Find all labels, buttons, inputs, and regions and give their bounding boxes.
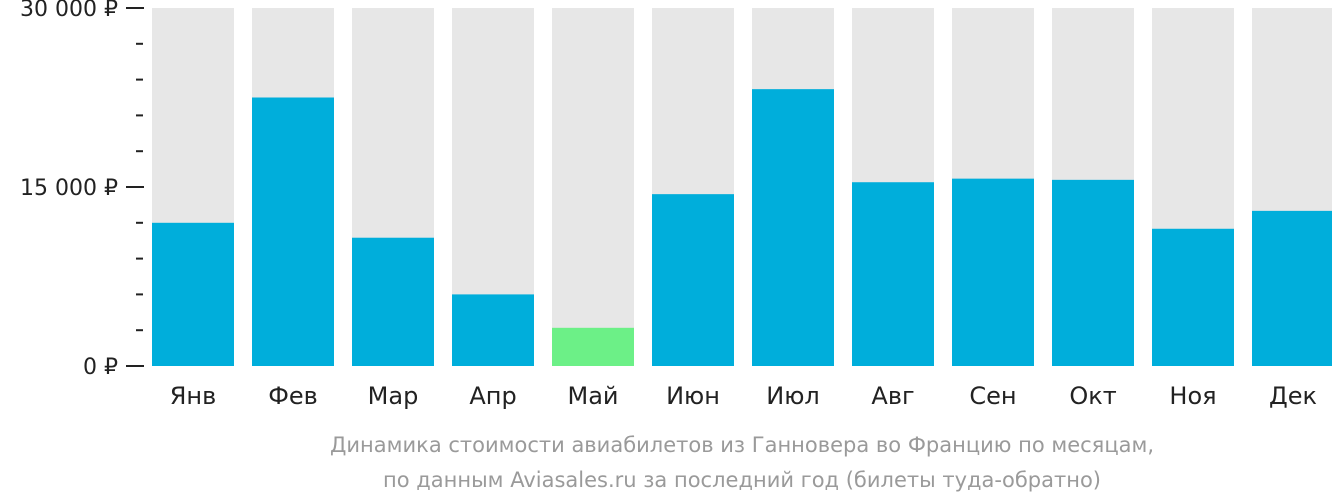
chart-caption-line-1: Динамика стоимости авиабилетов из Ганнов… xyxy=(330,433,1154,457)
x-tick-label: Мар xyxy=(368,382,419,410)
x-tick-label: Дек xyxy=(1269,382,1317,410)
bar-track xyxy=(552,8,634,366)
chart-caption-line-2: по данным Aviasales.ru за последний год … xyxy=(383,468,1101,492)
bar xyxy=(252,97,334,366)
x-tick-label: Авг xyxy=(871,382,914,410)
bar xyxy=(352,237,434,366)
bar xyxy=(1052,179,1134,366)
x-tick-label: Май xyxy=(567,382,618,410)
x-tick-label: Апр xyxy=(469,382,516,410)
x-tick-label: Окт xyxy=(1069,382,1116,410)
bar xyxy=(552,327,634,366)
x-tick-label: Ноя xyxy=(1169,382,1216,410)
x-tick-label: Июн xyxy=(666,382,720,410)
x-tick-label: Фев xyxy=(268,382,318,410)
bar xyxy=(152,222,234,366)
y-tick-label: 0 ₽ xyxy=(83,355,118,380)
bars xyxy=(152,89,1332,366)
x-tick-label: Сен xyxy=(969,382,1016,410)
bar-chart: 0 ₽ 15 000 ₽ 30 000 ₽ Янв Фев Мар Апр Май Июн Ию… xyxy=(20,0,1332,410)
bar xyxy=(452,294,534,366)
bar xyxy=(1152,228,1234,366)
bar xyxy=(652,194,734,366)
x-axis-labels: Янв Фев Мар Апр Май Июн Июл Авг Сен Окт Ноя Дек xyxy=(170,382,1317,410)
bar xyxy=(852,182,934,366)
bar xyxy=(752,89,834,366)
bar xyxy=(952,178,1034,366)
y-tick-label: 30 000 ₽ xyxy=(20,0,118,22)
bar xyxy=(1252,210,1332,366)
x-tick-label: Июл xyxy=(766,382,820,410)
y-axis: 0 ₽ 15 000 ₽ 30 000 ₽ xyxy=(20,0,144,380)
x-tick-label: Янв xyxy=(170,382,217,410)
y-tick-label: 15 000 ₽ xyxy=(20,176,118,201)
